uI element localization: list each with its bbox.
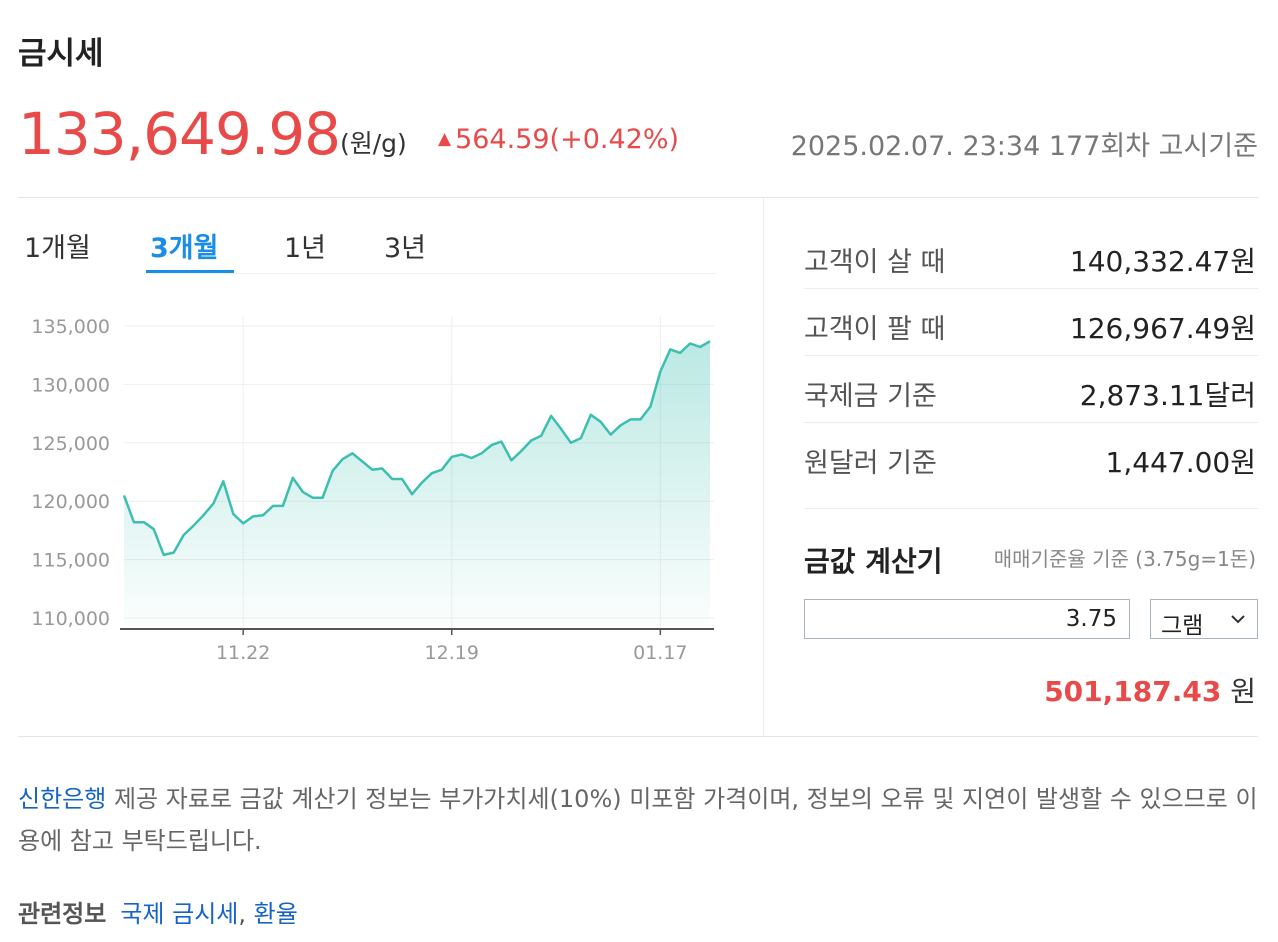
tab-1-year[interactable]: 1년: [284, 233, 327, 264]
chart-series-line: [122, 340, 711, 557]
chevron-down-icon: [1231, 615, 1245, 624]
up-triangle-icon: ▲: [438, 129, 452, 149]
result-unit: 원: [1230, 675, 1256, 708]
y-tick-label: 110,000: [31, 608, 110, 630]
price-change-value: 564.59(+0.42%): [455, 124, 680, 155]
exchange-rate-link[interactable]: 환율: [253, 900, 298, 928]
timestamp: 2025.02.07. 23:34 177회차 고시기준: [790, 131, 1258, 162]
divider: [18, 197, 1258, 198]
buy-price-label: 고객이 살 때: [804, 247, 946, 278]
price-chart: 135,000 130,000 125,000 120,000 115,000 110,0…: [31, 316, 714, 664]
related-info: 관련정보 국제 금시세, 환율: [18, 894, 298, 929]
x-tick-label: 12.19: [425, 642, 479, 664]
price-change: ▲ 564.59(+0.42%): [438, 124, 679, 155]
tab-3-months[interactable]: 3개월: [150, 233, 219, 264]
usd-krw-label: 원달러 기준: [804, 448, 937, 479]
calculator-title: 금값 계산기: [804, 545, 943, 578]
x-tick-label: 01.17: [633, 642, 687, 664]
sell-price-value: 126,967.49원: [1069, 312, 1256, 345]
y-tick-label: 115,000: [31, 550, 110, 572]
sell-price-label: 고객이 팔 때: [804, 314, 946, 345]
chart-area-fill: [124, 341, 710, 626]
tab-3-years[interactable]: 3년: [384, 233, 427, 264]
notice-text: 제공 자료로 금값 계산기 정보는 부가가치세(10%) 미포함 가격이며, 정…: [18, 785, 1258, 855]
unit-select[interactable]: 그램: [1150, 599, 1258, 639]
page-title: 금시세: [18, 36, 104, 72]
intl-gold-label: 국제금 기준: [804, 381, 937, 412]
data-source-notice: 신한은행 제공 자료로 금값 계산기 정보는 부가가치세(10%) 미포함 가격…: [18, 778, 1263, 862]
tab-baseline: [146, 273, 716, 274]
related-separator: ,: [238, 900, 254, 928]
y-tick-label: 135,000: [31, 316, 110, 338]
buy-price-value: 140,332.47원: [1069, 245, 1256, 278]
divider: [18, 736, 1258, 737]
usd-krw-value: 1,447.00원: [1105, 446, 1256, 479]
divider: [804, 288, 1258, 289]
divider: [763, 198, 764, 736]
bank-link[interactable]: 신한은행: [18, 785, 107, 813]
divider: [804, 508, 1258, 509]
y-tick-label: 125,000: [31, 433, 110, 455]
calculator-note: 매매기준율 기준 (3.75g=1돈): [993, 547, 1256, 571]
result-value: 501,187.43: [1044, 675, 1222, 708]
intl-gold-link[interactable]: 국제 금시세: [120, 900, 239, 928]
related-heading: 관련정보: [18, 900, 107, 928]
tab-1-month[interactable]: 1개월: [24, 233, 91, 264]
weight-input[interactable]: 3.75: [804, 599, 1130, 639]
divider: [804, 422, 1258, 423]
unit-select-value: 그램: [1161, 613, 1204, 639]
y-tick-label: 130,000: [31, 374, 110, 396]
x-tick-label: 11.22: [216, 642, 270, 664]
current-price: 133,649.98: [18, 100, 341, 168]
active-tab-indicator: [146, 270, 234, 273]
divider: [804, 355, 1258, 356]
y-tick-label: 120,000: [31, 491, 110, 513]
intl-gold-value: 2,873.11달러: [1079, 379, 1256, 412]
calculator-result: 501,187.43 원: [1044, 670, 1256, 710]
price-unit: (원/g): [340, 129, 407, 158]
